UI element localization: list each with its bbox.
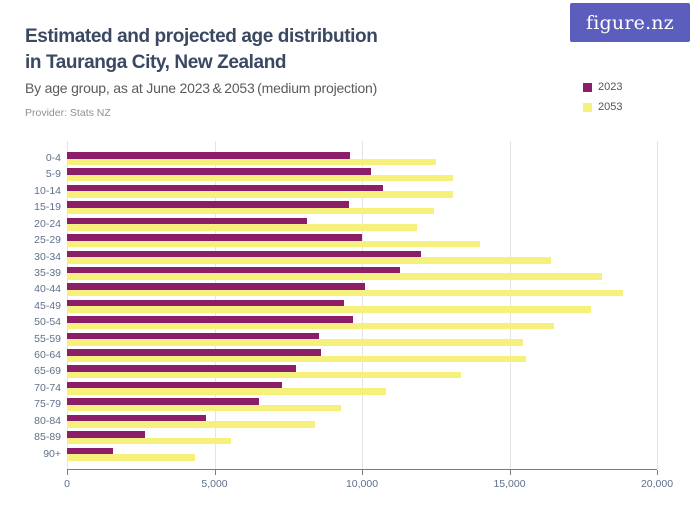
x-axis-tick-label: 20,000 [640,478,674,490]
legend-swatch-2023 [583,82,592,92]
bar-2023-45-49 [67,299,345,307]
chart-title: Estimated and projected age distribution… [25,24,378,76]
y-axis-label-10-14: 10-14 [34,184,61,197]
bar-2023-65-69 [67,365,296,372]
bar-2023-80-84 [67,414,206,422]
bar-2053-25-29 [67,240,480,248]
bar-2053-10-14 [67,191,454,198]
y-axis-label-35-39: 35-39 [34,266,61,279]
y-axis-label-0-4: 0-4 [45,152,61,164]
x-axis-tick [657,470,658,475]
chart-title-line2: in Tauranga City, New Zealand [25,52,287,73]
gridline [362,141,363,469]
bar-2053-35-39 [67,273,603,280]
figurenz-logo-text: figure.nz [586,11,674,34]
x-axis-line [67,469,657,470]
bar-2023-60-64 [67,349,321,356]
x-axis-tick-label: 0 [64,478,70,490]
bar-2053-30-34 [67,257,551,264]
chart-title-line1: Estimated and projected age distribution [25,26,378,47]
gridline [657,141,658,469]
y-axis-label-55-59: 55-59 [34,332,61,345]
bar-2023-30-34 [67,250,421,258]
y-axis-label-5-9: 5-9 [45,168,61,181]
x-axis-tick-label: 15,000 [493,478,526,490]
bar-2053-15-19 [67,207,435,215]
legend-swatch-2053 [583,102,592,112]
bar-2053-40-44 [67,289,624,297]
bar-2053-90+ [67,454,196,461]
y-axis-label-20-24: 20-24 [34,217,61,230]
bar-2053-85-89 [67,437,231,445]
x-axis-tick-label: 5,000 [201,478,228,490]
x-axis-tick-label: 10,000 [345,478,379,490]
bar-2023-40-44 [67,283,365,290]
x-axis-tick [509,470,511,475]
bar-2023-90+ [67,447,113,455]
legend-item-2023: 2023 [583,80,622,94]
legend-label-2023: 2023 [598,81,623,93]
chart-subtitle: By age group, as at June 2023 & 2053 (me… [25,80,378,96]
y-axis-label-80-84: 80-84 [34,414,61,427]
bar-2023-5-9 [67,168,371,175]
bar-2053-80-84 [67,421,315,428]
legend-item-2053: 2053 [583,100,622,114]
y-axis-label-70-74: 70-74 [34,381,61,394]
bar-2023-55-59 [67,332,320,340]
bar-2053-55-59 [67,339,523,346]
bar-2023-35-39 [67,266,401,274]
y-axis-label-65-69: 65-69 [34,365,61,378]
bar-2053-20-24 [67,224,417,231]
bar-2023-70-74 [67,381,283,389]
bar-2053-65-69 [67,371,461,379]
bar-2023-85-89 [67,431,146,438]
y-axis-label-15-19: 15-19 [34,201,61,214]
gridline [509,141,511,469]
legend-label-2053: 2053 [598,101,623,113]
y-axis-label-30-34: 30-34 [34,250,61,263]
figurenz-logo[interactable]: figure.nz [570,3,690,42]
bar-2053-60-64 [67,355,526,363]
bar-2053-45-49 [67,306,591,313]
bar-2023-0-4 [67,152,351,159]
x-axis-tick [67,470,68,475]
y-axis-label-90+: 90+ [43,447,61,460]
y-axis-label-25-29: 25-29 [34,234,61,247]
bar-2053-70-74 [67,388,386,395]
bar-2023-20-24 [67,217,308,225]
y-axis-label-75-79: 75-79 [34,398,61,411]
provider-label: Provider: Stats NZ [25,107,111,119]
y-axis-label-50-54: 50-54 [34,316,61,329]
bar-2053-50-54 [67,322,554,330]
plot-area: 0-4 5-9 10-14 15-19 20-24 25-29 30-34 35-39 40-4… [34,141,673,490]
y-axis-label-45-49: 45-49 [34,299,61,312]
bar-2053-75-79 [67,404,342,412]
x-axis-tick [214,470,216,475]
x-axis-tick [362,470,363,475]
bar-2053-0-4 [67,158,436,165]
bar-2053-5-9 [67,174,454,182]
bar-2023-15-19 [67,201,349,208]
bar-2023-25-29 [67,234,362,241]
bar-2023-10-14 [67,184,383,192]
y-axis-label-60-64: 60-64 [34,349,61,362]
legend: 2023 2053 [583,80,622,120]
y-axis-label-40-44: 40-44 [34,283,61,296]
bar-2023-75-79 [67,398,259,405]
y-axis-label-85-89: 85-89 [34,431,61,444]
bar-2023-50-54 [67,316,354,323]
